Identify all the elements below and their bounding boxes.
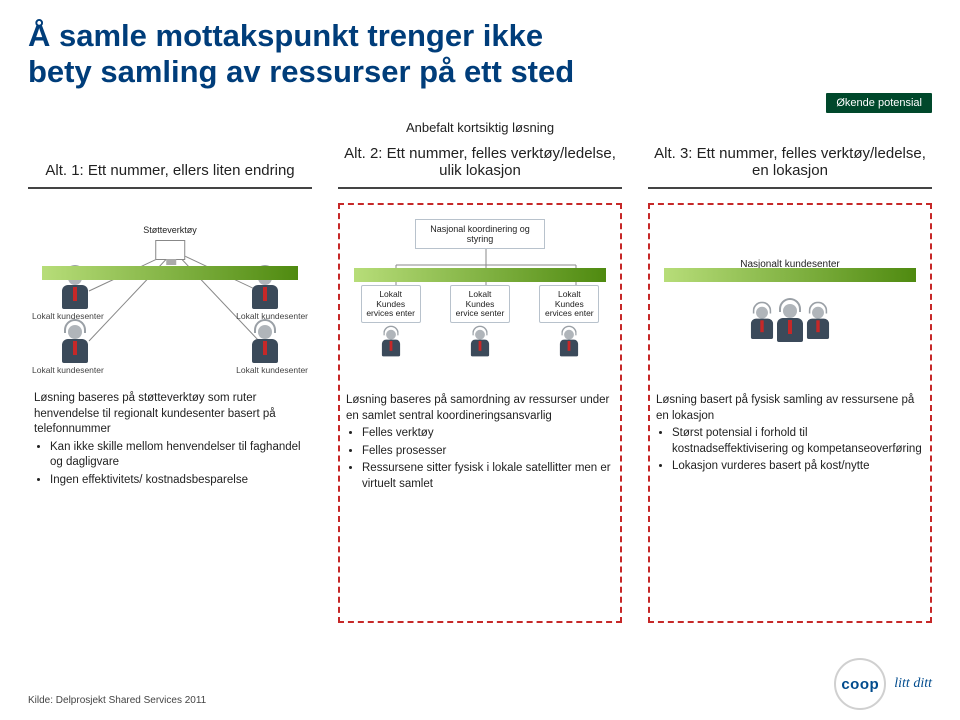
col3-alt: Alt. 3: Ett nummer, felles verktøy/ledel… xyxy=(648,141,932,187)
screen-icon xyxy=(155,240,185,260)
top-node: Nasjonal koordinering og styring xyxy=(415,219,545,249)
page: Å samle mottakspunkt trenger ikke bety s… xyxy=(0,0,960,720)
brand-logo: coop litt ditt xyxy=(834,658,932,710)
green-band-3 xyxy=(664,268,916,282)
col2-box: Nasjonal koordinering og styring Lokalt … xyxy=(338,203,622,623)
agent-group xyxy=(745,300,835,344)
col3-bullets: Størst potensial i forhold til kostnadse… xyxy=(656,426,924,475)
green-band-2 xyxy=(354,268,606,282)
col3-rule xyxy=(648,187,932,189)
col2-bullets: Felles verktøy Felles prosesser Ressurse… xyxy=(346,426,614,492)
col2-head: Anbefalt kortsiktig løsning Alt. 2: Ett … xyxy=(338,107,622,203)
label-4: Lokalt kundesenter xyxy=(236,365,308,375)
col2-recommend: Anbefalt kortsiktig løsning xyxy=(338,120,622,135)
col2-diagram: Nasjonal koordinering og styring Lokalt … xyxy=(346,213,614,383)
col1-bullets: Kan ikke skille mellom henvendelser til … xyxy=(34,440,306,489)
col2-rule xyxy=(338,187,622,189)
node-1: Lokalt Kundes ervices enter xyxy=(361,285,421,323)
col3-diagram: Nasjonalt kundesenter xyxy=(656,213,924,383)
column-alt3: Alt. 3: Ett nummer, felles verktøy/ledel… xyxy=(648,107,932,623)
col1-rule xyxy=(28,187,312,189)
logo-tagline: litt ditt xyxy=(894,676,932,692)
col2-lead: Løsning baseres på samordning av ressurs… xyxy=(346,394,609,422)
sat-3: Lokalt Kundes ervices enter xyxy=(539,285,599,371)
col3-lead: Løsning basert på fysisk samling av ress… xyxy=(656,394,914,422)
col1-body: Løsning baseres på støtteverktøy som rut… xyxy=(34,391,306,490)
col2-b3: Ressursene sitter fysisk i lokale satell… xyxy=(362,461,614,492)
sat-1: Lokalt Kundes ervices enter xyxy=(361,285,421,371)
columns-row: Alt. 1: Ett nummer, ellers liten endring xyxy=(28,107,932,623)
label-2: Lokalt kundesenter xyxy=(32,365,104,375)
col3-box: Nasjonalt kundesenter Løsning basert på … xyxy=(648,203,932,623)
support-tool: Støtteverktøy xyxy=(143,225,197,259)
col1-b2: Ingen effektivitets/ kostnadsbesparelse xyxy=(50,473,306,489)
agent-4 xyxy=(248,321,282,365)
logo-circle: coop xyxy=(834,658,886,710)
title-line-2: bety samling av ressurser på ett sted xyxy=(28,54,574,89)
bottom-nodes: Lokalt Kundes ervices enter Lokalt Kunde… xyxy=(346,285,614,371)
node-2: Lokalt Kundes ervice senter xyxy=(450,285,510,323)
column-alt2: Anbefalt kortsiktig løsning Alt. 2: Ett … xyxy=(338,107,622,623)
col1-lead: Løsning baseres på støtteverktøy som rut… xyxy=(34,392,276,435)
potential-badge: Økende potensial xyxy=(826,93,932,113)
sat-2: Lokalt Kundes ervice senter xyxy=(450,285,510,371)
col3-head: Alt. 3: Ett nummer, felles verktøy/ledel… xyxy=(648,107,932,203)
col1-box: Støtteverktøy Lokalt kundesenter Lokal xyxy=(28,203,312,623)
col3-b2: Lokasjon vurderes basert på kost/nytte xyxy=(672,459,924,475)
title-line-1: Å samle mottakspunkt trenger ikke xyxy=(28,18,543,53)
agent-2 xyxy=(58,321,92,365)
col2-body: Løsning baseres på samordning av ressurs… xyxy=(346,393,614,494)
label-3: Lokalt kundesenter xyxy=(236,311,308,321)
node-3: Lokalt Kundes ervices enter xyxy=(539,285,599,323)
label-1: Lokalt kundesenter xyxy=(32,311,104,321)
source-footer: Kilde: Delprosjekt Shared Services 2011 xyxy=(28,695,206,706)
page-title: Å samle mottakspunkt trenger ikke bety s… xyxy=(28,18,932,89)
support-label: Støtteverktøy xyxy=(143,225,197,235)
col1-b1: Kan ikke skille mellom henvendelser til … xyxy=(50,440,306,471)
col3-b1: Størst potensial i forhold til kostnadse… xyxy=(672,426,924,457)
col1-head: Alt. 1: Ett nummer, ellers liten endring xyxy=(28,107,312,203)
col3-body: Løsning basert på fysisk samling av ress… xyxy=(656,393,924,477)
green-band-1 xyxy=(42,266,298,280)
col2-b2: Felles prosesser xyxy=(362,444,614,460)
col1-diagram: Støtteverktøy Lokalt kundesenter Lokal xyxy=(34,211,306,381)
col1-alt: Alt. 1: Ett nummer, ellers liten endring xyxy=(28,158,312,187)
col2-b1: Felles verktøy xyxy=(362,426,614,442)
col2-alt: Alt. 2: Ett nummer, felles verktøy/ledel… xyxy=(338,141,622,187)
column-alt1: Alt. 1: Ett nummer, ellers liten endring xyxy=(28,107,312,623)
